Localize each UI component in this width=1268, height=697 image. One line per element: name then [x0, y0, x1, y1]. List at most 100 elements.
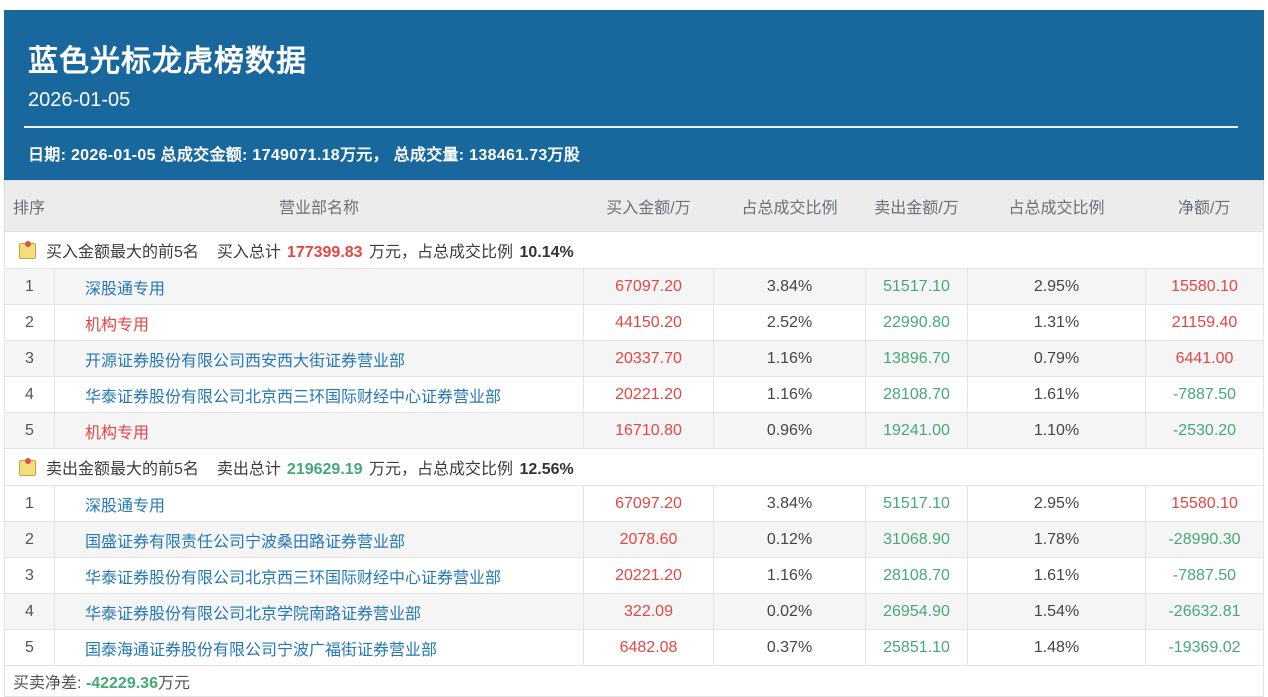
banner-divider: [24, 126, 1238, 128]
sell-amount-cell: 26954.90: [865, 593, 968, 630]
buy-amount-cell: 20337.70: [583, 340, 714, 377]
section-total-value: 177399.83: [286, 244, 363, 261]
broker-name-link[interactable]: 华泰证券股份有限公司北京西三环国际财经中心证券营业部: [54, 557, 584, 594]
rank-cell: 2: [4, 521, 55, 558]
page-title: 蓝色光标龙虎榜数据: [28, 45, 307, 78]
net-cell: -7887.50: [1145, 557, 1264, 594]
col-header-rank: 排序: [4, 180, 55, 232]
col-header-broker-name: 营业部名称: [54, 180, 584, 232]
rank-cell: 2: [4, 304, 55, 341]
buy-amount-cell: 2078.60: [583, 521, 714, 558]
sell-pct-cell: 1.54%: [967, 593, 1146, 630]
buy-pct-cell: 0.12%: [713, 521, 866, 558]
broker-name-link[interactable]: 开源证券股份有限公司西安西大街证券营业部: [54, 340, 584, 377]
sell-section-header: 卖出金额最大的前5名 卖出总计 219629.19 万元，占总成交比例 12.56%: [4, 448, 1264, 486]
sticky-note-icon: [19, 458, 36, 476]
buy-amount-cell: 322.09: [583, 593, 714, 630]
section-total-label: 买入总计: [216, 244, 281, 261]
sell-pct-cell: 1.10%: [967, 412, 1146, 449]
net-diff-cell: 买卖净差: -42229.36万元: [4, 665, 1264, 697]
sticky-note-icon: [19, 241, 36, 259]
broker-name-link[interactable]: 机构专用: [54, 412, 584, 449]
buy-amount-cell: 44150.20: [583, 304, 714, 341]
net-cell: -7887.50: [1145, 376, 1264, 413]
buy-amount-cell: 20221.20: [583, 557, 714, 594]
sell-amount-cell: 22990.80: [865, 304, 968, 341]
broker-name-link[interactable]: 国盛证券有限责任公司宁波桑田路证券营业部: [54, 521, 584, 558]
net-diff-value: -42229.36: [85, 675, 158, 692]
sell-section-header-row: 卖出金额最大的前5名 卖出总计 219629.19 万元，占总成交比例 12.56%: [4, 448, 1264, 486]
sell-amount-cell: 28108.70: [865, 376, 968, 413]
sell-pct-cell: 1.31%: [967, 304, 1146, 341]
section-total-label: 卖出总计: [216, 461, 281, 478]
net-cell: 15580.10: [1145, 485, 1264, 522]
net-diff-label: 买卖净差:: [13, 675, 86, 692]
sell-pct-cell: 1.61%: [967, 557, 1146, 594]
col-header-sell-amount: 卖出金额/万: [865, 180, 968, 232]
net-cell: -26632.81: [1145, 593, 1264, 630]
net-cell: 21159.40: [1145, 304, 1264, 341]
net-diff-unit: 万元: [157, 675, 190, 692]
broker-name-link[interactable]: 华泰证券股份有限公司北京学院南路证券营业部: [54, 593, 584, 630]
sell-amount-cell: 19241.00: [865, 412, 968, 449]
table-row: 4 华泰证券股份有限公司北京西三环国际财经中心证券营业部 20221.20 1.…: [4, 376, 1264, 413]
section-total-unit: 万元，占总成交比例: [369, 461, 514, 478]
broker-name-link[interactable]: 深股通专用: [54, 268, 584, 305]
table-row: 2 机构专用 44150.20 2.52% 22990.80 1.31% 211…: [4, 304, 1264, 341]
table-row: 5 机构专用 16710.80 0.96% 19241.00 1.10% -25…: [4, 412, 1264, 449]
table-row: 3 开源证券股份有限公司西安西大街证券营业部 20337.70 1.16% 13…: [4, 340, 1264, 377]
sell-amount-cell: 28108.70: [865, 557, 968, 594]
buy-section-header: 买入金额最大的前5名 买入总计 177399.83 万元，占总成交比例 10.14%: [4, 231, 1264, 269]
rank-cell: 5: [4, 412, 55, 449]
table-header-row: 排序 营业部名称 买入金额/万 占总成交比例 卖出金额/万 占总成交比例 净额/…: [4, 180, 1264, 232]
sell-amount-cell: 51517.10: [865, 485, 968, 522]
sell-amount-cell: 13896.70: [865, 340, 968, 377]
rank-cell: 4: [4, 376, 55, 413]
net-cell: -28990.30: [1145, 521, 1264, 558]
sell-pct-cell: 2.95%: [967, 268, 1146, 305]
buy-pct-cell: 3.84%: [713, 268, 866, 305]
table-row: 1 深股通专用 67097.20 3.84% 51517.10 2.95% 15…: [4, 268, 1264, 305]
net-diff-row: 买卖净差: -42229.36万元: [4, 665, 1264, 697]
net-cell: 15580.10: [1145, 268, 1264, 305]
broker-name-link[interactable]: 机构专用: [54, 304, 584, 341]
col-header-sell-pct: 占总成交比例: [967, 180, 1146, 232]
buy-amount-cell: 20221.20: [583, 376, 714, 413]
section-total-unit: 万元，占总成交比例: [369, 244, 514, 261]
buy-amount-cell: 67097.20: [583, 268, 714, 305]
page-banner: 蓝色光标龙虎榜数据 2026-01-05 日期: 2026-01-05 总成交金…: [4, 10, 1264, 180]
table-row: 2 国盛证券有限责任公司宁波桑田路证券营业部 2078.60 0.12% 310…: [4, 521, 1264, 558]
sell-amount-cell: 51517.10: [865, 268, 968, 305]
buy-amount-cell: 67097.20: [583, 485, 714, 522]
table-row: 3 华泰证券股份有限公司北京西三环国际财经中心证券营业部 20221.20 1.…: [4, 557, 1264, 594]
section-label: 卖出金额最大的前5名: [46, 461, 199, 478]
table-row: 1 深股通专用 67097.20 3.84% 51517.10 2.95% 15…: [4, 485, 1264, 522]
buy-pct-cell: 0.96%: [713, 412, 866, 449]
sell-pct-cell: 2.95%: [967, 485, 1146, 522]
table-row: 4 华泰证券股份有限公司北京学院南路证券营业部 322.09 0.02% 269…: [4, 593, 1264, 630]
rank-cell: 3: [4, 340, 55, 377]
section-label: 买入金额最大的前5名: [46, 244, 199, 261]
lhb-table: 排序 营业部名称 买入金额/万 占总成交比例 卖出金额/万 占总成交比例 净额/…: [4, 180, 1264, 697]
rank-cell: 4: [4, 593, 55, 630]
sell-amount-cell: 31068.90: [865, 521, 968, 558]
broker-name-link[interactable]: 华泰证券股份有限公司北京西三环国际财经中心证券营业部: [54, 376, 584, 413]
col-header-buy-pct: 占总成交比例: [713, 180, 866, 232]
rank-cell: 1: [4, 485, 55, 522]
net-cell: 6441.00: [1145, 340, 1264, 377]
buy-section-header-row: 买入金额最大的前5名 买入总计 177399.83 万元，占总成交比例 10.14%: [4, 231, 1264, 269]
broker-name-link[interactable]: 深股通专用: [54, 485, 584, 522]
sell-pct-cell: 1.78%: [967, 521, 1146, 558]
buy-pct-cell: 1.16%: [713, 376, 866, 413]
summary-bar: 日期: 2026-01-05 总成交金额: 1749071.18万元， 总成交量…: [28, 147, 581, 164]
buy-pct-cell: 1.16%: [713, 557, 866, 594]
sell-pct-cell: 1.61%: [967, 376, 1146, 413]
section-total-value: 219629.19: [286, 461, 363, 478]
sell-pct-cell: 0.79%: [967, 340, 1146, 377]
rank-cell: 3: [4, 557, 55, 594]
buy-pct-cell: 3.84%: [713, 485, 866, 522]
buy-pct-cell: 0.02%: [713, 593, 866, 630]
col-header-buy-amount: 买入金额/万: [583, 180, 714, 232]
section-ratio-value: 10.14%: [519, 244, 574, 261]
rank-cell: 1: [4, 268, 55, 305]
